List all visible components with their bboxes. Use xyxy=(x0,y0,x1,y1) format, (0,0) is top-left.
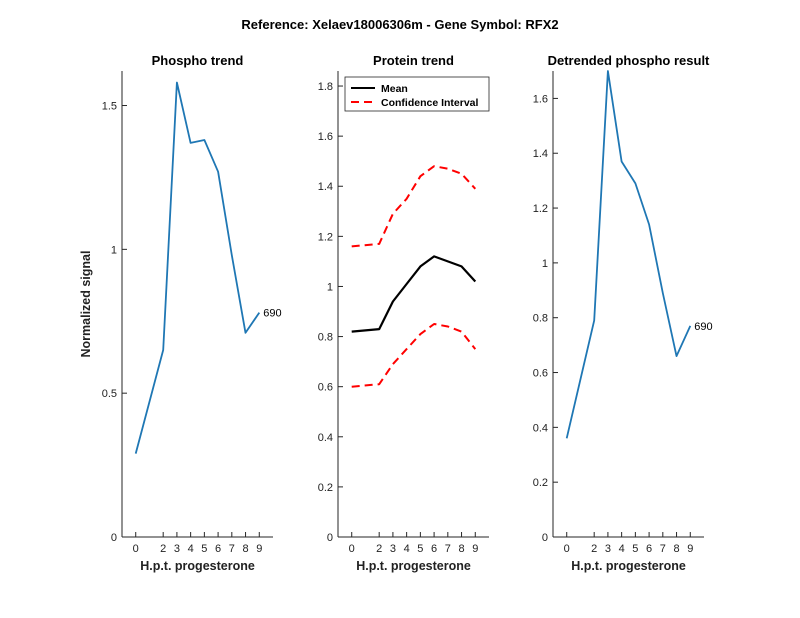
y-tick-label: 0.4 xyxy=(533,422,548,434)
series-line-confidence-interval-1 xyxy=(351,165,477,248)
x-axis-label: H.p.t. progesterone xyxy=(140,559,255,573)
x-tick-label: 4 xyxy=(188,543,194,555)
series-line xyxy=(134,81,261,454)
y-tick-label: 0.4 xyxy=(318,432,333,444)
series-line-confidence-interval-2 xyxy=(351,323,477,388)
y-tick-label: 0.5 xyxy=(102,388,117,400)
panel-title: Detrended phospho result xyxy=(548,53,710,68)
panel-title: Protein trend xyxy=(373,53,454,68)
x-tick-label: 6 xyxy=(215,543,221,555)
y-tick-label: 1 xyxy=(111,244,117,256)
chart-panel-2: Protein trend 0 0.2 0.4 0.6 0.8 1 1.2 1.4 1.6 1.8 0… xyxy=(318,53,490,573)
x-tick-label: 6 xyxy=(431,543,437,555)
y-tick-label: 0.6 xyxy=(533,368,548,380)
x-tick-label: 2 xyxy=(376,543,382,555)
data-annotation: 690 xyxy=(263,308,281,320)
legend-label: Confidence Interval xyxy=(381,97,479,109)
x-tick-label: 7 xyxy=(660,543,666,555)
chart-panel-3: Detrended phospho result 0 0.2 0.4 0.6 0.8 1 1.… xyxy=(533,53,713,573)
x-tick-label: 4 xyxy=(619,543,625,555)
x-tick-label: 6 xyxy=(646,543,652,555)
y-tick-label: 1.6 xyxy=(533,93,548,105)
y-tick-label: 0 xyxy=(542,532,548,544)
panel-title: Phospho trend xyxy=(152,53,244,68)
x-tick-label: 5 xyxy=(632,543,638,555)
x-tick-label: 4 xyxy=(404,543,410,555)
y-tick-label: 1.4 xyxy=(318,181,333,193)
x-tick-label: 8 xyxy=(673,543,679,555)
x-tick-label: 0 xyxy=(564,543,570,555)
x-tick-label: 0 xyxy=(133,543,139,555)
x-tick-label: 7 xyxy=(229,543,235,555)
x-tick-label: 3 xyxy=(174,543,180,555)
y-tick-label: 1.4 xyxy=(533,148,548,160)
figure-suptitle: Reference: Xelaev18006306m - Gene Symbol… xyxy=(241,17,558,32)
x-tick-label: 2 xyxy=(591,543,597,555)
legend: Mean Confidence Interval xyxy=(344,76,490,112)
x-tick-label: 5 xyxy=(201,543,207,555)
x-axis-label: H.p.t. progesterone xyxy=(571,559,686,573)
series-line-mean xyxy=(351,255,477,333)
legend-box xyxy=(344,76,490,112)
x-tick-label: 9 xyxy=(472,543,478,555)
y-tick-label: 0.8 xyxy=(318,332,333,344)
y-axis-label: Normalized signal xyxy=(79,251,93,358)
x-tick-label: 5 xyxy=(417,543,423,555)
x-tick-label: 3 xyxy=(390,543,396,555)
series-line xyxy=(565,70,692,439)
y-tick-label: 1.2 xyxy=(533,203,548,215)
y-tick-label: 0.2 xyxy=(533,477,548,489)
x-tick-label: 7 xyxy=(445,543,451,555)
data-annotation: 690 xyxy=(694,321,712,333)
x-tick-label: 9 xyxy=(256,543,262,555)
x-tick-label: 2 xyxy=(160,543,166,555)
x-tick-label: 8 xyxy=(458,543,464,555)
x-tick-label: 3 xyxy=(605,543,611,555)
y-tick-label: 1 xyxy=(327,281,333,293)
y-tick-label: 0.8 xyxy=(533,313,548,325)
y-tick-label: 1 xyxy=(542,258,548,270)
y-tick-label: 1.5 xyxy=(102,101,117,113)
x-tick-label: 9 xyxy=(687,543,693,555)
y-tick-label: 0 xyxy=(111,532,117,544)
chart-panel-1: Phospho trend 0 0.5 1 1.5 0 2 3 4 5 6 7 8 9H.p.t. pro… xyxy=(79,53,282,573)
x-tick-label: 8 xyxy=(242,543,248,555)
x-axis-label: H.p.t. progesterone xyxy=(356,559,471,573)
y-tick-label: 1.2 xyxy=(318,231,333,243)
legend-label: Mean xyxy=(381,83,408,95)
y-tick-label: 0 xyxy=(327,532,333,544)
y-tick-label: 0.6 xyxy=(318,382,333,394)
y-tick-label: 1.8 xyxy=(318,81,333,93)
y-tick-label: 1.6 xyxy=(318,131,333,143)
y-tick-label: 0.2 xyxy=(318,482,333,494)
x-tick-label: 0 xyxy=(349,543,355,555)
